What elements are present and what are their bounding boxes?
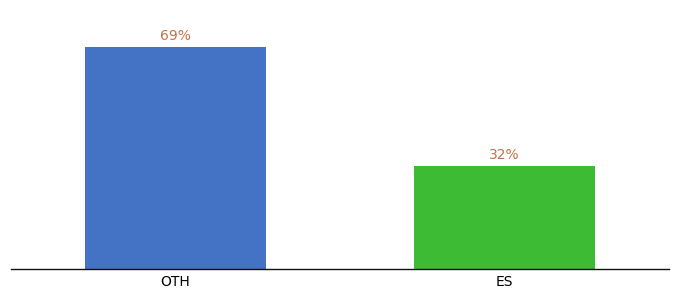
Bar [85,46,266,269]
Text: 69%: 69% [160,29,191,43]
Text: 32%: 32% [489,148,520,162]
Bar [414,166,595,269]
